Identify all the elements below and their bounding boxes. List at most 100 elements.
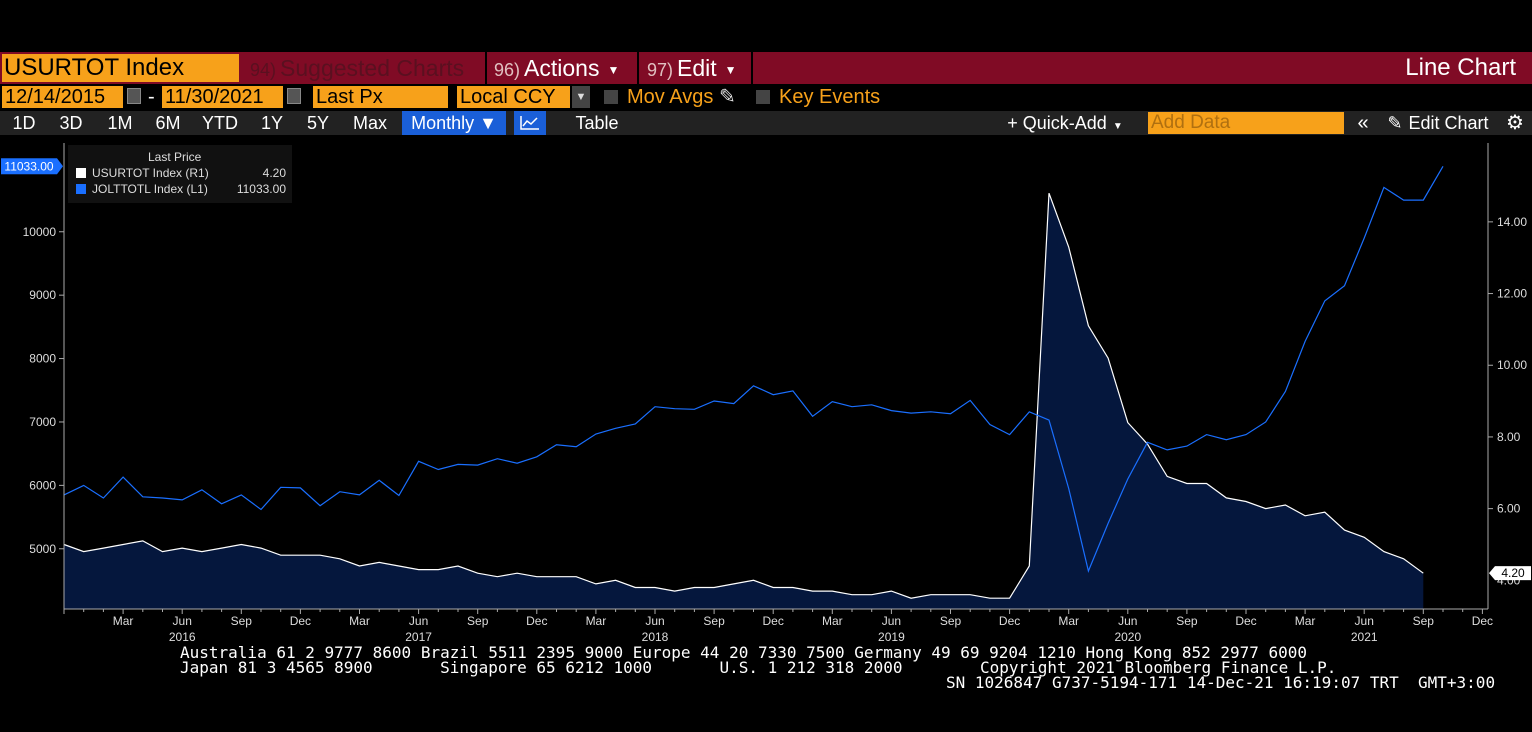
usurtot-area <box>64 193 1424 609</box>
chevron-down-icon[interactable]: ▼ <box>572 86 590 108</box>
mov-avgs-label: Mov Avgs <box>627 86 714 108</box>
caret-down-icon: ▼ <box>724 62 737 77</box>
suggested-charts-menu[interactable]: 94) Suggested Charts <box>250 54 464 82</box>
x-year-label: 2016 <box>169 630 196 644</box>
badge-pointer <box>57 158 63 175</box>
right-tick-label: 10.00 <box>1497 358 1527 372</box>
x-month-label: Sep <box>940 614 962 628</box>
x-month-label: Jun <box>409 614 428 628</box>
quick-add-label: + Quick-Add <box>1007 113 1107 133</box>
badge-pointer <box>1489 566 1495 581</box>
legend-swatch <box>76 184 86 194</box>
footer-session-info: SN 1026847 G737-5194-171 14-Dec-21 16:19… <box>946 673 1496 692</box>
end-date-input[interactable]: 11/30/2021 <box>162 86 283 108</box>
start-date-input[interactable]: 12/14/2015 <box>2 86 123 108</box>
left-tick-label: 5000 <box>29 542 56 556</box>
menu-label: Actions <box>524 55 600 81</box>
badge-box <box>1495 566 1531 581</box>
right-last-value-badge: 4.20 <box>1489 566 1531 581</box>
badge-box <box>1 158 57 175</box>
right-tick-label: 6.00 <box>1497 502 1521 516</box>
title-bar <box>0 52 1532 84</box>
period-max[interactable]: Max <box>352 113 387 133</box>
actions-menu[interactable]: 96) Actions ▼ <box>494 54 619 82</box>
x-year-label: 2017 <box>405 630 432 644</box>
line-chart-icon[interactable] <box>514 111 546 135</box>
line-chart: 5000 6000 7000 8000 9000 10000 6.00 8.00 10.00 12… <box>1 143 1531 644</box>
x-month-label: Sep <box>1176 614 1198 628</box>
menu-number: 97) <box>647 60 674 80</box>
calendar-icon[interactable] <box>127 88 141 104</box>
legend-swatch <box>76 168 86 178</box>
legend-item-jolttotl[interactable]: JOLTTOTL Index (L1) 11033.00 <box>76 182 286 196</box>
x-month-label: Dec <box>763 614 784 628</box>
x-month-label: Jun <box>1118 614 1137 628</box>
period-3d[interactable]: 3D <box>59 113 83 133</box>
footer-copyright: Copyright 2021 Bloomberg Finance L.P. <box>980 658 1337 677</box>
frequency-select[interactable]: Monthly ▼ <box>402 111 506 135</box>
menu-label: Edit <box>677 55 717 81</box>
badge-label: 11033.00 <box>4 159 53 173</box>
x-year-label: 2021 <box>1351 630 1378 644</box>
calendar-icon[interactable] <box>287 88 301 104</box>
legend-item-usurtot[interactable]: USURTOT Index (R1) 4.20 <box>76 166 286 180</box>
edit-chart-label: Edit Chart <box>1408 113 1489 133</box>
legend-series-name: JOLTTOTL Index (L1) <box>92 182 208 196</box>
add-data-input[interactable]: Add Data <box>1148 112 1344 134</box>
period-1y[interactable]: 1Y <box>260 113 284 133</box>
x-month-label: Jun <box>882 614 901 628</box>
line-chart-glyph <box>520 116 539 130</box>
badge-label: 4.20 <box>1501 566 1525 580</box>
x-month-label: Jun <box>645 614 664 628</box>
x-month-label: Dec <box>526 614 547 628</box>
left-tick-label: 9000 <box>29 288 56 302</box>
table-button[interactable]: Table <box>575 113 619 133</box>
chart-type-title: Line Chart <box>1405 54 1516 81</box>
period-ytd[interactable]: YTD <box>202 113 238 133</box>
x-month-label: Sep <box>703 614 725 628</box>
mov-avgs-checkbox[interactable] <box>604 90 618 104</box>
x-month-label: Sep <box>1413 614 1435 628</box>
x-month-label: Dec <box>290 614 311 628</box>
key-events-checkbox[interactable] <box>756 90 770 104</box>
left-tick-label: 7000 <box>29 415 56 429</box>
date-separator: - <box>148 86 155 108</box>
pencil-icon: ✎ <box>1387 113 1403 133</box>
footer-phones-line1: Australia 61 2 9777 8600 Brazil 5511 239… <box>180 643 1308 662</box>
usurtot-line <box>63 192 1424 599</box>
x-month-label: Jun <box>1355 614 1374 628</box>
left-tick-label: 6000 <box>29 478 56 492</box>
period-6m[interactable]: 6M <box>155 113 181 133</box>
menu-divider <box>637 52 639 84</box>
x-month-label: Mar <box>586 614 607 628</box>
x-month-label: Dec <box>1472 614 1493 628</box>
quick-add-button[interactable]: + Quick-Add ▼ <box>995 111 1135 135</box>
x-month-label: Dec <box>1235 614 1256 628</box>
left-tick-label: 10000 <box>23 225 57 239</box>
x-month-label: Sep <box>467 614 489 628</box>
collapse-icon[interactable]: « <box>1357 112 1369 134</box>
left-tick-label: 8000 <box>29 352 56 366</box>
key-events-label: Key Events <box>779 86 881 108</box>
ticker-field[interactable]: USURTOT Index <box>2 54 239 82</box>
x-year-label: 2018 <box>642 630 669 644</box>
legend-series-value: 4.20 <box>262 166 286 180</box>
pencil-icon[interactable]: ✎ <box>719 86 736 108</box>
edit-chart-button[interactable]: ✎ Edit Chart <box>1380 111 1496 135</box>
field-input[interactable]: Last Px <box>313 86 448 108</box>
gear-icon[interactable]: ⚙ <box>1506 112 1524 134</box>
currency-select[interactable]: Local CCY <box>457 86 570 108</box>
right-tick-label: 8.00 <box>1497 430 1521 444</box>
right-tick-label: 12.00 <box>1497 287 1527 301</box>
x-month-label: Jun <box>173 614 192 628</box>
right-tick-label: 14.00 <box>1497 215 1527 229</box>
x-month-label: Mar <box>113 614 134 628</box>
legend-header: Last Price <box>148 150 202 164</box>
x-month-label: Mar <box>1058 614 1079 628</box>
caret-down-icon: ▼ <box>607 62 620 77</box>
x-month-label: Mar <box>1295 614 1316 628</box>
edit-menu[interactable]: 97) Edit ▼ <box>647 54 737 82</box>
period-1m[interactable]: 1M <box>107 113 133 133</box>
period-5y[interactable]: 5Y <box>306 113 330 133</box>
period-1d[interactable]: 1D <box>12 113 36 133</box>
